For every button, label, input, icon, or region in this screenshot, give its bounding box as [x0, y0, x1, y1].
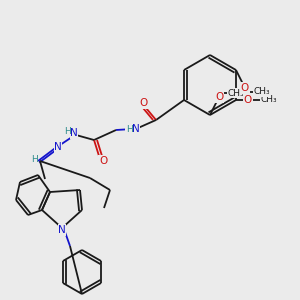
Text: H: H — [31, 155, 38, 164]
Text: H: H — [126, 124, 132, 134]
Text: O: O — [241, 83, 249, 93]
Text: N: N — [58, 225, 66, 235]
Text: O: O — [215, 92, 223, 102]
Text: O: O — [244, 95, 252, 105]
Text: O: O — [139, 98, 147, 108]
Text: H: H — [64, 127, 70, 136]
Text: CH₃: CH₃ — [228, 88, 244, 98]
Text: CH₃: CH₃ — [254, 88, 270, 97]
Text: N: N — [132, 124, 140, 134]
Text: N: N — [54, 142, 62, 152]
Text: N: N — [70, 128, 78, 138]
Text: CH₃: CH₃ — [261, 95, 277, 104]
Text: O: O — [99, 156, 107, 166]
